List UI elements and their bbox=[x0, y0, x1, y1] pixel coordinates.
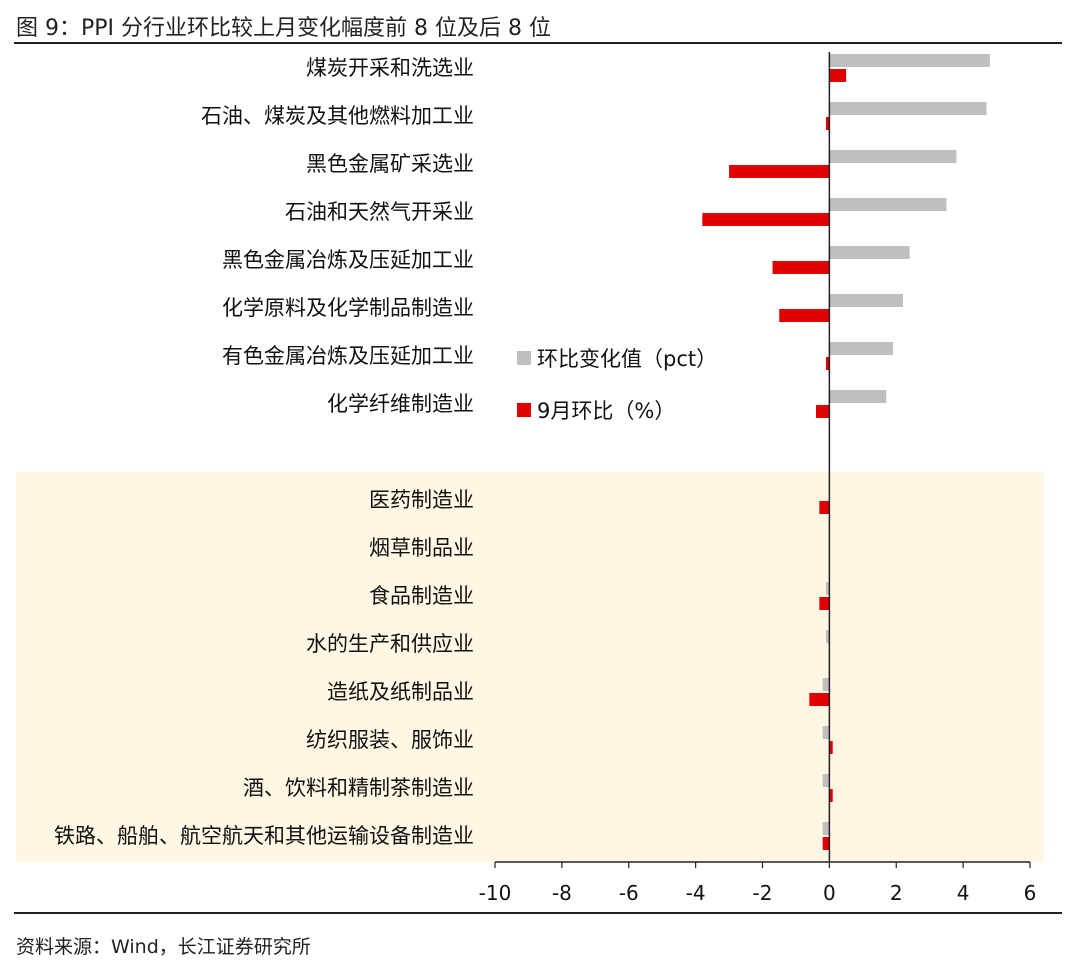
x-tick-label: 2 bbox=[890, 881, 903, 905]
x-tick-label: -6 bbox=[619, 881, 639, 905]
x-tick-label: 6 bbox=[1024, 881, 1037, 905]
category-label: 造纸及纸制品业 bbox=[327, 680, 474, 704]
category-label: 煤炭开采和洗选业 bbox=[306, 56, 474, 80]
bar-mom bbox=[829, 69, 847, 82]
x-tick-label: 4 bbox=[957, 881, 970, 905]
category-label: 医药制造业 bbox=[369, 488, 474, 512]
bar-mom bbox=[819, 501, 830, 514]
category-label: 有色金属冶炼及压延加工业 bbox=[222, 344, 474, 368]
bar-mom bbox=[772, 261, 830, 274]
category-label: 黑色金属矿采选业 bbox=[306, 152, 474, 176]
bar-mom bbox=[779, 309, 830, 322]
bar-change bbox=[829, 246, 910, 259]
bar-change bbox=[826, 582, 830, 595]
category-label: 酒、饮料和精制茶制造业 bbox=[243, 776, 474, 800]
legend-label-change: 环比变化值（pct） bbox=[537, 347, 717, 371]
bar-change bbox=[822, 774, 830, 787]
x-tick-label: -8 bbox=[552, 881, 572, 905]
category-label: 化学原料及化学制品制造业 bbox=[222, 296, 474, 320]
bar-change bbox=[829, 102, 987, 115]
bar-mom bbox=[826, 357, 830, 370]
legend-swatch-change bbox=[517, 351, 531, 365]
bar-change bbox=[829, 294, 903, 307]
bar-change bbox=[826, 630, 830, 643]
x-tick-label: -2 bbox=[753, 881, 773, 905]
category-label: 食品制造业 bbox=[369, 584, 474, 608]
x-tick-label: 0 bbox=[823, 881, 836, 905]
x-tick-label: -10 bbox=[479, 881, 512, 905]
bar-mom bbox=[809, 693, 830, 706]
figure-title: 图 9：PPI 分行业环比较上月变化幅度前 8 位及后 8 位 bbox=[16, 16, 551, 41]
category-label: 纺织服装、服饰业 bbox=[306, 728, 474, 752]
bar-mom bbox=[826, 117, 830, 130]
bar-change bbox=[829, 342, 893, 355]
bar-change bbox=[822, 678, 830, 691]
category-label: 烟草制品业 bbox=[369, 536, 474, 560]
category-label: 铁路、船舶、航空航天和其他运输设备制造业 bbox=[54, 824, 474, 848]
bar-change bbox=[829, 390, 887, 403]
title-rule bbox=[14, 42, 1062, 44]
legend-swatch-mom bbox=[517, 403, 531, 417]
bar-mom bbox=[729, 165, 830, 178]
bar-mom bbox=[822, 837, 830, 850]
bar-mom bbox=[819, 597, 830, 610]
category-label: 水的生产和供应业 bbox=[306, 632, 474, 656]
bar-change bbox=[829, 198, 947, 211]
bar-mom bbox=[829, 741, 833, 754]
category-label: 石油、煤炭及其他燃料加工业 bbox=[201, 104, 474, 128]
legend-label-mom: 9月环比（%） bbox=[537, 399, 675, 423]
legend: 环比变化值（pct） 9月环比（%） bbox=[517, 347, 717, 423]
highlight-background bbox=[16, 472, 1044, 862]
source-note: 资料来源：Wind，长江证券研究所 bbox=[16, 936, 311, 958]
bar-change bbox=[829, 54, 990, 67]
bar-change bbox=[822, 726, 830, 739]
bar-mom bbox=[829, 789, 833, 802]
bar-change bbox=[822, 822, 830, 835]
bar-mom bbox=[816, 405, 830, 418]
footer-rule bbox=[14, 912, 1062, 914]
bar-change bbox=[829, 150, 957, 163]
category-label: 石油和天然气开采业 bbox=[285, 200, 474, 224]
category-label: 化学纤维制造业 bbox=[327, 392, 474, 416]
category-label: 黑色金属冶炼及压延加工业 bbox=[222, 248, 474, 272]
bar-mom bbox=[702, 213, 830, 226]
x-tick-label: -4 bbox=[686, 881, 706, 905]
